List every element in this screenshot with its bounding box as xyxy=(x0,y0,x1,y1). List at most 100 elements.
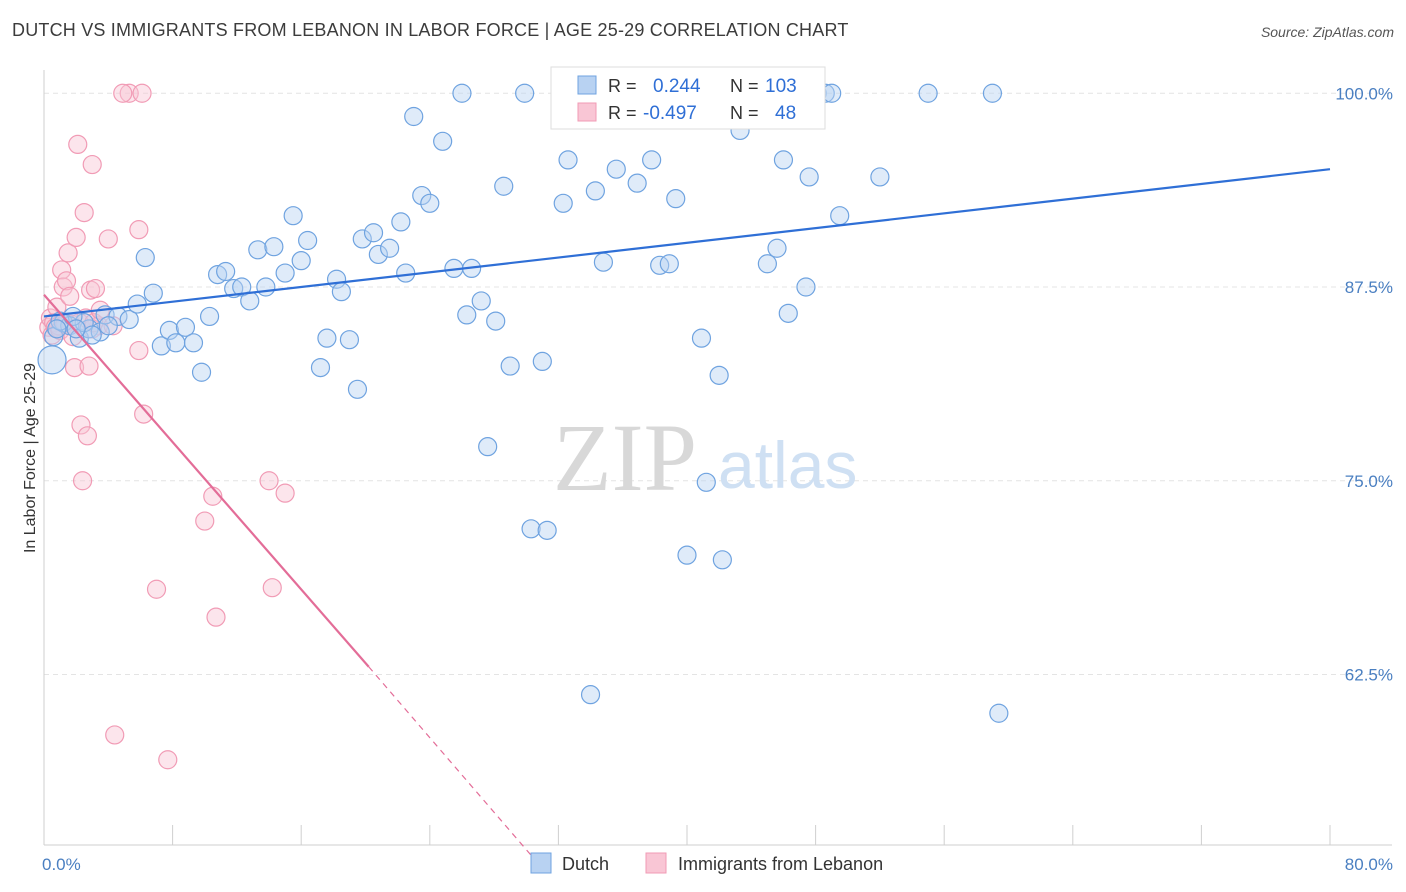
dutch-point-11 xyxy=(135,247,155,268)
dutch-point-87 xyxy=(799,167,819,187)
lebanon-point-48 xyxy=(262,578,282,598)
dutch-point-21 xyxy=(216,261,236,282)
dutch-point-84 xyxy=(773,150,794,170)
dutch-point-36 xyxy=(339,330,360,350)
dutch-point-60 xyxy=(537,520,557,540)
dutch-point-22 xyxy=(224,278,244,299)
lebanon-point-18 xyxy=(68,134,88,154)
dutch-point-76 xyxy=(691,328,712,348)
legend-r-label-dutch: R = xyxy=(608,76,637,96)
y-tick-label-1: 87.5% xyxy=(1345,278,1393,297)
legend-n-dutch: 103 xyxy=(765,76,797,97)
y-tick-label-3: 62.5% xyxy=(1345,666,1393,685)
dutch-point-58 xyxy=(521,519,541,539)
lebanon-point-40 xyxy=(132,83,152,103)
bottom-legend-swatch-dutch xyxy=(530,852,552,874)
dutch-point-46 xyxy=(420,193,440,213)
lebanon-point-44 xyxy=(195,511,215,531)
dutch-point-49 xyxy=(452,83,472,103)
dutch-point-99 xyxy=(98,316,118,336)
legend-swatch-lebanon xyxy=(577,102,597,122)
dutch-point-43 xyxy=(396,263,416,283)
dutch-point-19 xyxy=(199,306,220,327)
dutch-point-69 xyxy=(627,173,647,193)
dutch-point-35 xyxy=(331,282,351,302)
dutch-point-18 xyxy=(191,362,212,382)
dutch-point-64 xyxy=(580,685,601,705)
lebanon-point-47 xyxy=(259,471,279,491)
dutch-point-16 xyxy=(175,317,196,337)
chart-title: DUTCH VS IMMIGRANTS FROM LEBANON IN LABO… xyxy=(12,20,849,40)
lebanon-point-8 xyxy=(52,260,72,280)
dutch-point-9 xyxy=(119,309,139,330)
bottom-legend-swatch-lebanon xyxy=(645,852,667,874)
dutch-point-29 xyxy=(283,206,303,226)
legend-n-label-dutch: N = xyxy=(730,76,759,96)
dutch-point-37 xyxy=(347,379,368,399)
lebanon-point-38 xyxy=(129,220,149,240)
dutch-point-82 xyxy=(757,254,777,274)
dutch-point-70 xyxy=(642,150,662,170)
dutch-point-53 xyxy=(478,437,498,457)
x-tick-label-min: 0.0% xyxy=(42,855,81,874)
dutch-point-95 xyxy=(989,703,1009,723)
dutch-point-54 xyxy=(486,311,506,331)
lebanon-point-28 xyxy=(85,278,106,299)
lebanon-point-20 xyxy=(71,415,91,435)
lebanon-point-46 xyxy=(206,607,226,627)
y-tick-label-0: 100.0% xyxy=(1335,84,1393,103)
bottom-legend: Dutch Immigrants from Lebanon xyxy=(530,852,883,874)
dutch-point-47 xyxy=(433,131,453,151)
dutch-point-62 xyxy=(558,150,578,170)
dutch-point-94 xyxy=(982,83,1003,103)
dutch-point-12 xyxy=(143,283,163,303)
lebanon-point-42 xyxy=(146,579,167,599)
dutch-point-42 xyxy=(391,212,411,232)
lebanon-point-37 xyxy=(129,340,149,361)
y-tick-label-2: 75.0% xyxy=(1345,472,1393,491)
x-tick-label-max: 80.0% xyxy=(1345,855,1393,874)
dutch-point-66 xyxy=(593,252,614,272)
lebanon-point-25 xyxy=(79,356,99,376)
dutch-point-17 xyxy=(183,333,204,353)
dutch-point-98 xyxy=(47,319,67,339)
dutch-point-86 xyxy=(796,277,816,297)
dutch-point-72 xyxy=(659,254,679,274)
dutch-point-41 xyxy=(380,238,400,258)
dutch-point-57 xyxy=(515,83,535,103)
lebanon-point-24 xyxy=(77,426,98,446)
legend-swatch-dutch xyxy=(577,75,597,95)
dutch-point-71 xyxy=(650,255,670,275)
lebanon-point-12 xyxy=(58,243,78,263)
top-legend: R = 0.244 N = 103 R = -0.497 N = 48 xyxy=(550,66,826,130)
dutch-point-79 xyxy=(712,550,732,570)
lebanon-point-22 xyxy=(74,203,94,223)
bottom-legend-label-lebanon: Immigrants from Lebanon xyxy=(678,854,883,874)
legend-n-lebanon: 48 xyxy=(775,103,796,124)
dutch-point-102 xyxy=(66,319,86,339)
legend-r-lebanon: -0.497 xyxy=(643,103,697,124)
dutch-point-77 xyxy=(696,472,716,492)
y-axis-title: In Labor Force | Age 25-29 xyxy=(22,363,39,553)
dutch-point-33 xyxy=(317,328,337,348)
lebanon-point-33 xyxy=(98,229,118,249)
dutch-point-73 xyxy=(666,189,686,209)
dutch-point-13 xyxy=(151,336,171,356)
dutch-point-32 xyxy=(310,358,331,378)
trend-line-lebanon xyxy=(43,294,370,668)
lebanon-point-16 xyxy=(64,358,85,378)
lebanon-point-43 xyxy=(158,750,178,770)
dutch-point-45 xyxy=(412,185,432,206)
lebanon-point-11 xyxy=(56,271,77,291)
trend-line-lebanon-extension xyxy=(368,666,535,860)
series-lebanon-points xyxy=(39,83,295,770)
lebanon-point-49 xyxy=(275,483,295,503)
dutch-point-56 xyxy=(500,356,520,376)
dutch-point-39 xyxy=(363,223,384,243)
dutch-point-93 xyxy=(918,83,938,103)
dutch-point-44 xyxy=(404,106,424,127)
dutch-point-59 xyxy=(532,351,552,371)
axes xyxy=(43,70,1392,846)
lebanon-point-27 xyxy=(82,154,102,175)
dutch-point-38 xyxy=(352,229,372,249)
